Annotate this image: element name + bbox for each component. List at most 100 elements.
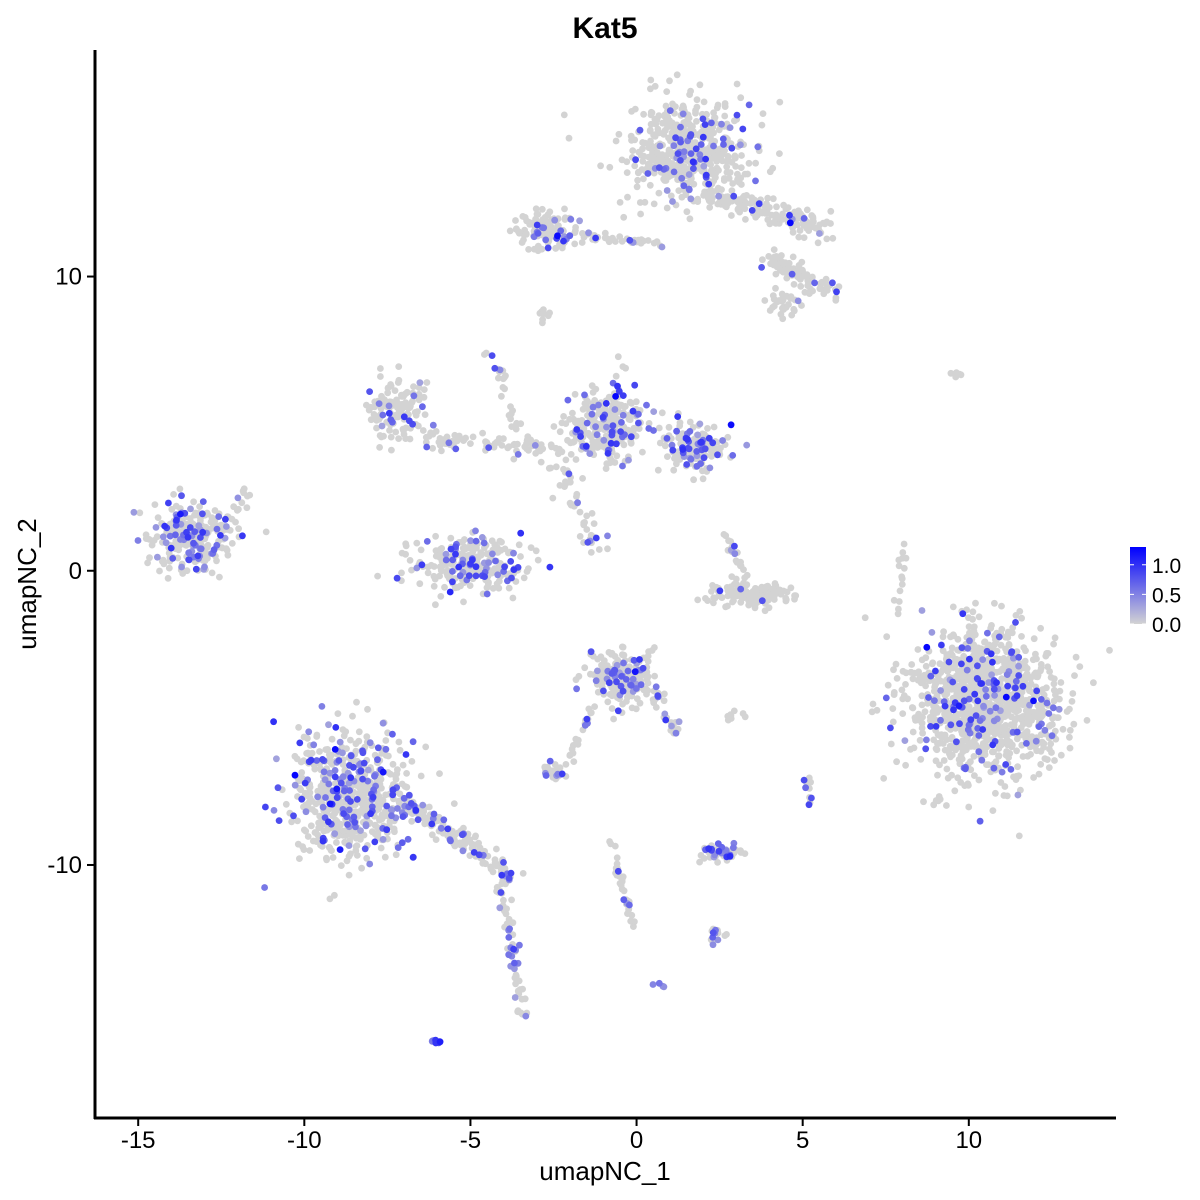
data-point	[675, 718, 683, 726]
data-point	[658, 151, 666, 159]
data-point	[424, 569, 432, 577]
data-point	[823, 235, 831, 243]
data-point	[587, 648, 595, 656]
data-point	[350, 813, 358, 821]
data-point	[984, 629, 991, 637]
data-point	[606, 163, 614, 171]
data-point	[1056, 687, 1064, 695]
data-point	[532, 205, 540, 213]
data-point	[754, 143, 762, 151]
data-point	[967, 716, 975, 724]
data-point	[562, 420, 570, 427]
data-point	[583, 512, 591, 520]
data-point	[342, 728, 350, 736]
data-point	[980, 670, 988, 677]
data-point	[1002, 693, 1010, 701]
data-point	[347, 736, 354, 744]
data-point	[979, 726, 987, 733]
data-point	[344, 821, 351, 828]
data-point	[436, 770, 443, 777]
data-point	[521, 214, 529, 221]
data-point	[339, 749, 346, 757]
data-point	[417, 546, 425, 554]
data-point	[373, 424, 380, 432]
data-point	[685, 185, 693, 193]
data-point	[635, 419, 642, 427]
data-point	[771, 580, 779, 587]
colorbar-label: 1.0	[1152, 555, 1181, 578]
data-point	[591, 703, 598, 710]
data-point	[384, 769, 392, 776]
data-point	[668, 441, 676, 449]
data-point	[606, 838, 613, 845]
data-point	[989, 658, 996, 666]
data-point	[509, 407, 516, 414]
data-point	[419, 801, 427, 809]
data-point	[595, 401, 602, 409]
data-point	[592, 423, 599, 431]
data-point	[1049, 714, 1056, 722]
data-point	[333, 794, 341, 801]
data-point	[611, 406, 619, 413]
data-point	[672, 103, 679, 110]
data-point	[803, 206, 811, 214]
data-point	[134, 537, 142, 544]
data-point	[561, 205, 568, 213]
data-point	[686, 120, 693, 128]
data-point	[319, 837, 327, 845]
data-point	[1004, 628, 1012, 636]
data-point	[450, 800, 458, 807]
data-point	[1008, 648, 1016, 656]
data-point	[447, 837, 454, 845]
data-point	[1068, 698, 1076, 705]
data-point	[491, 856, 499, 864]
data-point	[527, 544, 535, 551]
data-point	[492, 557, 499, 565]
data-point	[949, 603, 957, 611]
data-point	[627, 433, 635, 441]
data-point	[578, 239, 586, 246]
data-point	[405, 417, 413, 425]
data-point	[677, 157, 684, 164]
data-point	[613, 860, 621, 868]
data-point	[715, 847, 723, 855]
data-point	[408, 566, 415, 574]
data-point	[764, 596, 772, 604]
data-point	[652, 131, 659, 138]
data-point	[399, 813, 407, 820]
data-point	[1015, 672, 1023, 679]
data-point	[394, 379, 402, 386]
data-point	[371, 838, 379, 846]
data-point	[1020, 644, 1028, 651]
data-point	[501, 563, 508, 571]
data-point	[1045, 710, 1053, 717]
data-point	[383, 802, 391, 810]
data-point	[773, 297, 781, 305]
data-point	[172, 502, 180, 510]
data-point	[379, 768, 387, 776]
data-point	[1048, 732, 1056, 740]
data-point	[623, 169, 631, 177]
data-point	[388, 812, 395, 820]
data-point	[779, 588, 787, 595]
data-point	[357, 827, 364, 834]
data-point	[576, 508, 584, 516]
data-point	[916, 736, 924, 744]
data-point	[489, 550, 496, 558]
data-point	[646, 181, 654, 189]
data-point	[704, 425, 711, 432]
data-point	[937, 716, 944, 724]
data-point	[406, 557, 414, 564]
data-point	[320, 768, 328, 776]
data-point	[533, 210, 541, 218]
data-point	[676, 422, 684, 430]
data-point	[594, 688, 602, 696]
data-point	[291, 781, 299, 789]
data-point	[381, 853, 389, 861]
data-point	[1023, 740, 1030, 747]
data-point	[473, 544, 480, 552]
data-point	[732, 557, 740, 565]
data-point	[608, 705, 616, 712]
data-point	[599, 413, 607, 421]
